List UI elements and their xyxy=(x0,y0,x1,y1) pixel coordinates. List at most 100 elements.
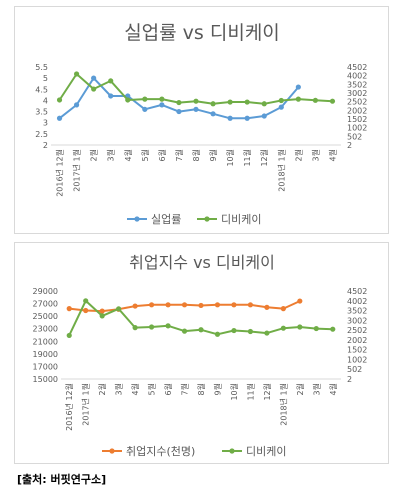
left-axis-tick-label: 15000 xyxy=(33,375,58,384)
chart-employment-vs-dbk: 취업지수 vs 디비케이 29000 27000 25000 23000 21000 190… xyxy=(33,253,368,458)
left-axis-tick-label: 2 xyxy=(43,141,48,150)
data-point xyxy=(142,96,148,102)
data-point xyxy=(295,96,301,102)
data-point xyxy=(181,328,188,334)
data-point xyxy=(73,71,80,77)
data-point xyxy=(261,113,267,119)
right-axis-tick-label: 3002 xyxy=(347,316,367,325)
data-point xyxy=(312,97,319,103)
right-axis-tick-label: 2502 xyxy=(347,98,367,107)
x-axis-tick-label: 7월 xyxy=(174,149,184,161)
data-point xyxy=(91,86,97,92)
x-axis-tick-label: 2016년 12월 xyxy=(55,149,65,197)
right-axis-tick-label: 3502 xyxy=(347,80,367,89)
data-point xyxy=(330,326,336,332)
data-point xyxy=(66,332,72,339)
data-point xyxy=(313,325,319,332)
data-point xyxy=(210,111,216,117)
left-axis-tick-label: 29000 xyxy=(33,287,58,296)
data-point xyxy=(247,302,254,308)
left-axis-tick-label: 2.5 xyxy=(35,130,48,139)
x-axis-tick-label: 10월 xyxy=(229,383,239,401)
x-axis-tick-label: 3월 xyxy=(106,149,116,161)
data-point xyxy=(165,323,171,329)
right-axis-tick-label: 1002 xyxy=(347,355,367,364)
data-point xyxy=(66,306,72,312)
chart-panel-unemployment: 실업률 vs 디비케이 5.5 5 4.5 4 3.5 3 2.5 2 4502 4002 3502 3… xyxy=(14,6,389,234)
x-axis-tick-label: 3월 xyxy=(310,149,320,161)
data-point xyxy=(176,99,182,106)
data-point xyxy=(198,327,204,333)
legend-label: 취업지수(천명) xyxy=(126,444,195,458)
left-axis-tick-label: 4.5 xyxy=(35,85,48,94)
x-axis-tick-label: 12월 xyxy=(262,383,272,401)
data-point xyxy=(280,325,286,331)
chart-title: 실업률 vs 디비케이 xyxy=(124,22,280,44)
data-point xyxy=(132,325,138,331)
data-point xyxy=(214,331,221,337)
x-axis-tick-label: 6월 xyxy=(163,383,173,395)
data-point xyxy=(91,75,97,81)
legend-marker-0 xyxy=(134,216,140,222)
x-axis-tick-label: 7월 xyxy=(180,383,190,395)
data-point xyxy=(231,327,237,334)
x-axis-tick-label: 2018년 1월 xyxy=(278,383,288,426)
x-axis-tick-label: 11월 xyxy=(245,383,255,401)
data-point xyxy=(73,102,80,108)
right-axis-tick-label: 2002 xyxy=(347,336,367,345)
data-point xyxy=(247,328,254,335)
legend-marker-1 xyxy=(204,216,210,222)
right-axis-tick-label: 4002 xyxy=(347,72,367,81)
left-axis-tick-label: 3 xyxy=(43,119,48,128)
data-point xyxy=(329,98,336,104)
legend-label: 실업률 xyxy=(151,213,181,226)
x-axis-tick-label: 5월 xyxy=(140,149,150,161)
right-axis-tick-label: 1502 xyxy=(347,346,367,355)
x-axis-tick-label: 5월 xyxy=(147,383,157,395)
data-point xyxy=(295,84,301,90)
left-axis-tick-label: 25000 xyxy=(33,312,58,321)
data-point xyxy=(56,97,63,103)
right-axis-tick-label: 4502 xyxy=(347,63,367,72)
data-point xyxy=(99,313,105,319)
data-point xyxy=(159,96,165,102)
right-axis-tick-label: 3502 xyxy=(347,307,367,316)
data-point xyxy=(227,99,233,105)
chart-title: 취업지수 vs 디비케이 xyxy=(129,253,275,272)
legend-marker-1 xyxy=(229,448,235,454)
x-axis-tick-label: 4월 xyxy=(328,383,338,395)
legend-label: 디비케이 xyxy=(221,213,261,226)
right-axis-tick-label: 1502 xyxy=(347,115,367,124)
data-point xyxy=(297,298,303,304)
data-point xyxy=(210,101,216,107)
left-axis-tick-label: 21000 xyxy=(33,337,58,346)
source-note: [출처: 버핏연구소] xyxy=(17,473,107,486)
x-axis-tick-label: 8월 xyxy=(196,383,206,395)
data-point xyxy=(244,115,250,121)
data-point xyxy=(125,97,131,103)
right-axis-tick-label: 4002 xyxy=(347,297,367,306)
left-axis-tick-label: 4 xyxy=(43,96,48,105)
left-axis-tick-label: 5.5 xyxy=(35,63,48,72)
left-axis-tick-label: 19000 xyxy=(33,350,58,359)
right-axis-tick-label: 2502 xyxy=(347,326,367,335)
chart-unemployment-vs-dbk: 실업률 vs 디비케이5.554.543.532.524502400235023… xyxy=(35,22,367,226)
right-axis-tick-label: 2002 xyxy=(347,106,367,115)
left-axis-tick-label: 23000 xyxy=(33,325,58,334)
data-point xyxy=(193,106,199,112)
data-point xyxy=(181,302,188,308)
data-point xyxy=(214,302,221,308)
data-point xyxy=(142,106,148,112)
left-axis-tick-label: 3.5 xyxy=(35,108,48,117)
data-point xyxy=(244,99,250,105)
data-point xyxy=(56,115,63,121)
data-point xyxy=(108,78,114,84)
x-axis-tick-label: 2월 xyxy=(293,149,303,161)
right-axis-tick-label: 1002 xyxy=(347,124,367,133)
right-axis-tick-label: 502 xyxy=(347,365,362,374)
legend-label: 디비케이 xyxy=(246,445,286,458)
right-axis-tick-label: 2 xyxy=(347,141,352,150)
chart-panel-employment: 취업지수 vs 디비케이 29000 27000 25000 23000 21000 190… xyxy=(14,242,389,464)
data-point xyxy=(159,102,165,108)
x-axis-tick-label: 12월 xyxy=(259,149,269,167)
